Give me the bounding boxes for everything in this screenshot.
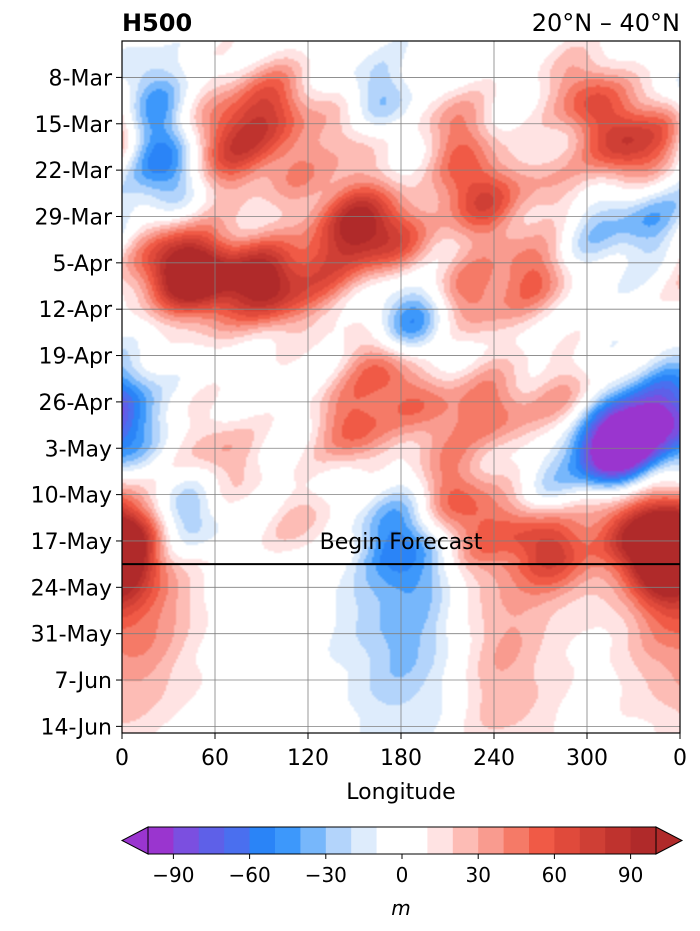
y-tick-label: 8-Mar [49,66,113,91]
colorbar-segment [605,827,632,854]
x-tick-label: 120 [287,746,329,771]
chart-subtitle: 20°N – 40°N [532,9,680,37]
y-tick-label: 10-May [31,484,112,509]
colorbar-tick-label: 60 [542,863,567,887]
colorbar-tick-label: 90 [618,863,643,887]
plot-area [122,41,680,733]
y-tick-label: 12-Apr [38,298,112,323]
y-tick-label: 14-Jun [40,715,112,740]
colorbar-segment [376,827,428,854]
y-tick-label: 17-May [31,530,112,555]
colorbar-segment [529,827,555,854]
x-axis: 0 60 120 180 240 300 0 [115,733,687,771]
x-tick-label: 240 [473,746,515,771]
colorbar-segment [351,827,378,854]
colorbar-tick-label: 0 [396,863,409,887]
colorbar-segment [173,827,200,854]
colorbar-segment [579,827,606,854]
y-tick-label: 26-Apr [38,391,112,416]
x-tick-label: 0 [115,746,129,771]
colorbar-segment [249,827,276,854]
colorbar-tick-label: −60 [228,863,270,887]
y-tick-label: 22-Mar [35,159,113,184]
colorbar-segment [275,827,301,854]
y-axis: 8-Mar 15-Mar 22-Mar 29-Mar 5-Apr 12-Apr 19-Apr… [31,66,122,740]
colorbar-label: m [391,896,410,920]
colorbar-segment [148,827,174,854]
colorbar-extend-min [120,826,149,855]
colorbar-tick-label: −90 [152,863,194,887]
chart-title: H500 [122,9,192,37]
x-tick-label: 60 [201,746,229,771]
colorbar-segment [503,827,530,854]
x-tick-label: 180 [380,746,422,771]
colorbar-segment [224,827,251,854]
y-tick-label: 29-Mar [35,205,113,230]
colorbar-segment [478,827,505,854]
colorbar-segment [300,827,327,854]
y-tick-label: 15-Mar [35,113,113,138]
y-tick-label: 24-May [31,576,112,601]
x-tick-label: 300 [566,746,608,771]
forecast-label: Begin Forecast [320,530,483,555]
colorbar-segment [452,827,479,854]
colorbar-tick-label: −30 [305,863,347,887]
colorbar-segment [554,827,581,854]
y-tick-label: 7-Jun [54,669,112,694]
colorbar-segment [427,827,454,854]
colorbar-segment [630,827,657,854]
y-tick-label: 3-May [45,437,112,462]
colorbar: −90 −60 −30 0 30 60 90 [120,826,684,887]
x-axis-label: Longitude [346,780,455,805]
colorbar-tick-label: 30 [465,863,490,887]
colorbar-segment [325,827,352,854]
x-tick-label: 0 [673,746,687,771]
colorbar-extend-max [655,826,684,855]
y-tick-label: 19-Apr [38,345,112,370]
y-tick-label: 31-May [31,623,112,648]
gridlines [122,41,680,733]
colorbar-segment [198,827,225,854]
y-tick-label: 5-Apr [52,252,112,277]
